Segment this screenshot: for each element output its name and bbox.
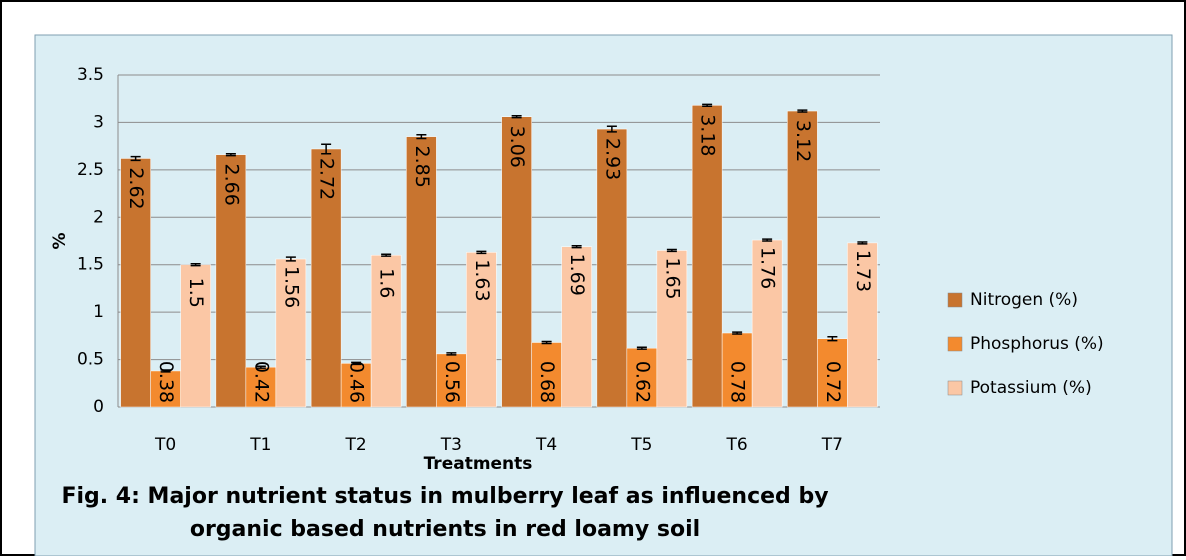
error-bar: [321, 143, 332, 155]
data-label: 2.62: [125, 167, 147, 209]
x-tick-label: T3: [440, 435, 462, 455]
bar: [817, 338, 848, 408]
data-label: 1.63: [471, 259, 493, 301]
error-bar: [702, 103, 713, 108]
error-bar: [636, 346, 647, 350]
legend-label: Nitrogen (%): [970, 290, 1078, 310]
bar: [847, 242, 878, 408]
data-label: 3.18: [697, 114, 719, 156]
data-label: 0.78: [727, 361, 749, 403]
y-tick-label: 2.5: [77, 160, 104, 180]
error-bar: [285, 256, 296, 262]
bar: [310, 148, 342, 408]
error-bar: [381, 253, 392, 257]
x-tick-label: T1: [249, 435, 271, 455]
error-bar: [255, 365, 266, 369]
error-bar: [827, 336, 838, 342]
legend-label: Potassium (%): [970, 378, 1092, 398]
bar: [691, 105, 723, 408]
legend-swatch: [947, 292, 963, 308]
data-label: 0.42: [250, 361, 272, 403]
data-label: 0.56: [441, 361, 463, 403]
legend-swatch: [947, 336, 963, 352]
error-bar: [666, 248, 677, 253]
error-bar: [732, 331, 743, 335]
chart-title: Fig. 4: Major nutrient status in mulberr…: [61, 484, 828, 509]
error-bar: [351, 361, 362, 366]
error-bar: [160, 369, 171, 373]
data-label: 3.12: [792, 120, 814, 162]
error-bar: [571, 244, 582, 249]
data-label: 1.76: [757, 247, 779, 289]
error-bar: [606, 125, 617, 133]
data-label: 2.93: [601, 138, 623, 180]
y-tick-label: 3.5: [77, 65, 104, 85]
data-label: 2.66: [220, 164, 242, 206]
data-label: 1.5: [185, 278, 207, 308]
bar: [180, 264, 211, 408]
error-bar: [130, 155, 141, 162]
y-tick-label: 1: [93, 302, 104, 322]
bar: [215, 154, 247, 408]
y-tick-label: 2: [93, 207, 104, 227]
data-label: 2.72: [316, 158, 338, 200]
error-bar: [511, 115, 522, 119]
legend-label: Phosphorus (%): [970, 334, 1104, 354]
bar: [275, 258, 307, 408]
data-label: 0.68: [536, 361, 558, 403]
x-tick-label: T2: [345, 435, 367, 455]
y-tick-label: 0.5: [77, 350, 104, 370]
data-label: 1.69: [566, 254, 588, 296]
error-bar: [416, 134, 427, 140]
x-axis-label: Treatments: [424, 454, 533, 474]
error-bar: [541, 340, 552, 345]
y-tick-label: 0: [93, 397, 104, 417]
x-tick-label: T7: [821, 435, 843, 455]
data-label: 1.56: [280, 266, 302, 308]
error-bar: [446, 352, 457, 356]
legend-swatch: [947, 380, 963, 396]
data-label: 3.06: [506, 126, 528, 168]
data-label: 1.6: [376, 268, 398, 298]
bar: [561, 246, 592, 408]
x-tick-label: T6: [726, 435, 748, 455]
x-tick-label: T4: [535, 435, 557, 455]
error-bar: [762, 238, 773, 242]
bar: [370, 254, 402, 408]
data-label: 0.72: [822, 361, 844, 403]
x-tick-label: T0: [154, 435, 176, 455]
chart-title: organic based nutrients in red loamy soi…: [190, 517, 700, 542]
y-tick-label: 1.5: [77, 255, 104, 275]
error-bar: [476, 250, 487, 255]
y-axis-label: %: [50, 232, 70, 249]
data-label: 2.85: [411, 146, 433, 188]
bar: [751, 239, 783, 408]
bar: [466, 252, 497, 408]
data-label: 1.65: [661, 257, 683, 299]
x-tick-label: T5: [630, 435, 652, 455]
bar: [120, 158, 151, 408]
error-bar: [857, 241, 868, 245]
data-label: 1.73: [852, 250, 874, 292]
error-bar: [225, 152, 236, 157]
error-bar: [190, 263, 201, 267]
data-label: 0.38: [155, 361, 177, 403]
error-bar: [797, 109, 808, 113]
data-label: 0.46: [346, 361, 368, 403]
y-tick-label: 3: [93, 112, 104, 132]
data-label: 0.62: [631, 361, 653, 403]
bar: [531, 342, 562, 408]
